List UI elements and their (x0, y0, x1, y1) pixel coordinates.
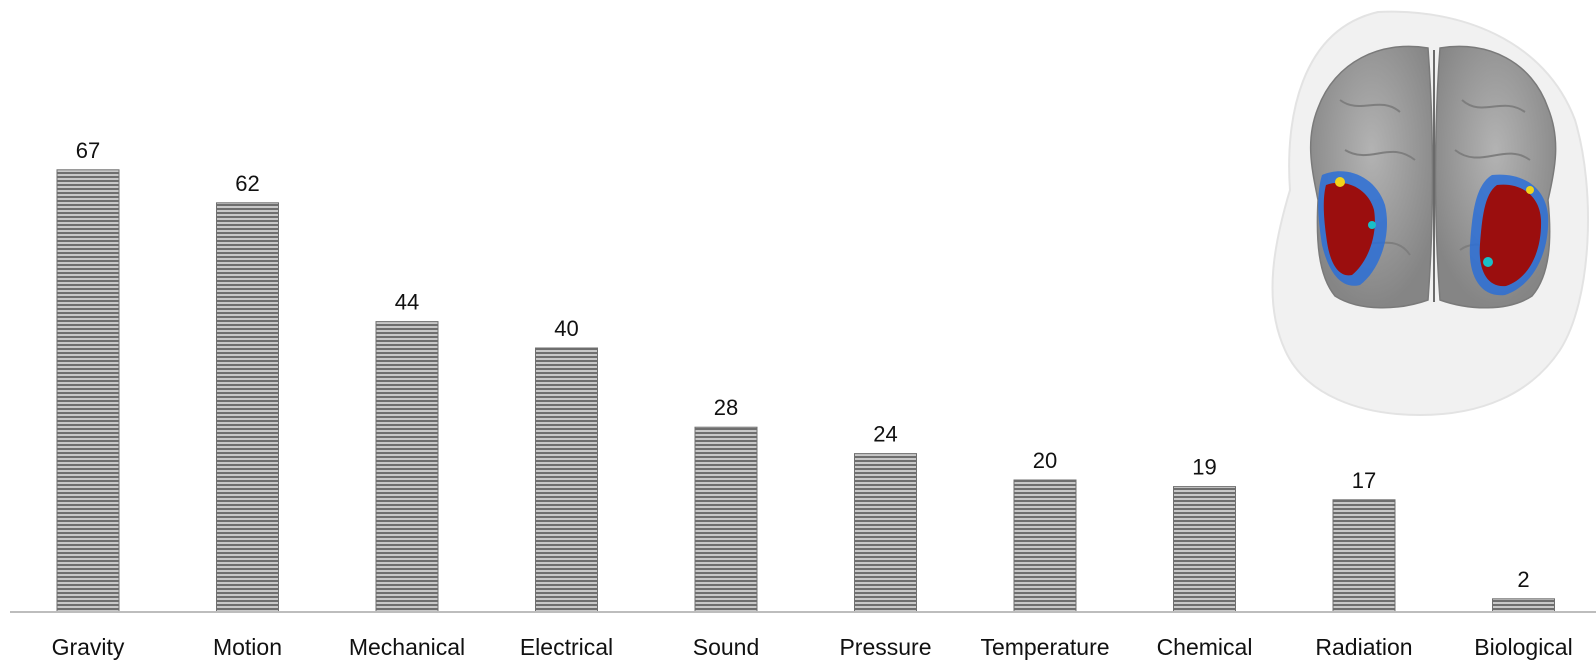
bar-radiation (1332, 499, 1396, 613)
value-label-sound: 28 (714, 395, 738, 420)
bar-sound (694, 426, 758, 613)
bar-motion (216, 202, 279, 613)
category-label-gravity: Gravity (52, 634, 125, 660)
category-label-chemical: Chemical (1157, 634, 1253, 660)
category-label-sound: Sound (693, 634, 760, 660)
right-activation (1479, 184, 1542, 287)
bar-biological (1492, 598, 1555, 613)
bar-gravity (56, 169, 120, 613)
bar-mechanical (375, 321, 439, 613)
activation-speck (1368, 221, 1376, 229)
value-label-gravity: 67 (76, 138, 100, 163)
activation-speck (1526, 186, 1534, 194)
value-label-chemical: 19 (1192, 455, 1216, 480)
bar-pressure (854, 453, 917, 613)
category-label-biological: Biological (1474, 634, 1572, 660)
category-label-motion: Motion (213, 634, 282, 660)
value-label-motion: 62 (235, 171, 259, 196)
value-label-electrical: 40 (554, 316, 578, 341)
bar-temperature (1013, 479, 1077, 613)
brain-activation-icon (1271, 10, 1589, 417)
category-label-temperature: Temperature (980, 634, 1109, 660)
value-label-temperature: 20 (1033, 448, 1057, 473)
value-label-pressure: 24 (873, 422, 897, 447)
category-labels-group: Gravity Motion Mechanical Electrical Sound Pr… (52, 634, 1573, 660)
left-activation (1323, 182, 1375, 276)
activation-speck (1335, 177, 1345, 187)
value-label-mechanical: 44 (395, 290, 419, 315)
category-label-pressure: Pressure (839, 634, 931, 660)
category-label-electrical: Electrical (520, 634, 613, 660)
value-labels-group: 67 62 44 40 28 24 20 19 17 2 (76, 138, 1530, 592)
value-label-radiation: 17 (1352, 468, 1376, 493)
bar-chemical (1173, 486, 1236, 613)
category-label-mechanical: Mechanical (349, 634, 465, 660)
value-label-biological: 2 (1517, 567, 1529, 592)
bar-electrical (535, 347, 598, 613)
activation-speck (1483, 257, 1493, 267)
category-label-radiation: Radiation (1315, 634, 1412, 660)
sulci-lines (1339, 99, 1531, 256)
bars-group (56, 169, 1555, 613)
